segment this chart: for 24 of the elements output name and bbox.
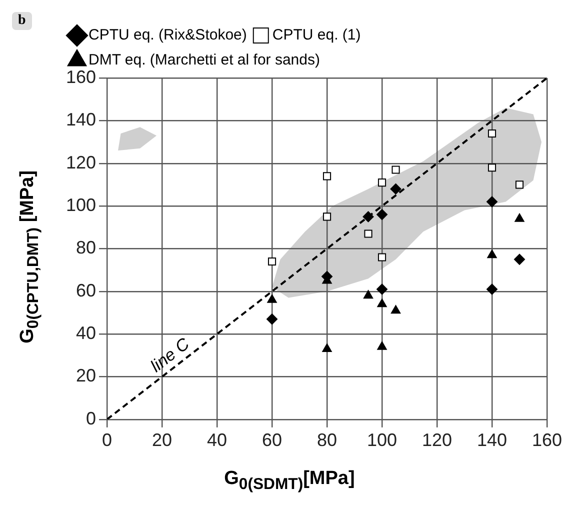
x-tick-label: 80	[317, 430, 338, 450]
y-tick-label: 60	[76, 280, 96, 300]
legend-label: DMT eq. (Marchetti et al for sands)	[88, 52, 320, 69]
y-tick-label: 20	[76, 366, 96, 386]
text: line C	[146, 334, 194, 376]
y-tick-label: 140	[66, 110, 96, 130]
legend-label: CPTU eq. (Rix&Stokoe)	[88, 26, 247, 44]
y-tick-label: 0	[86, 408, 96, 428]
y-tick-label: 80	[76, 238, 96, 258]
x-tick-label: 20	[152, 430, 172, 450]
legend-label: CPTU eq. (1)	[272, 26, 361, 44]
x-tick-label: 60	[262, 430, 282, 450]
chart-title: b	[12, 12, 32, 30]
x-axis-title: G$_{0(SDMT)}$[MPa]	[223, 467, 356, 495]
x-tick-label: 120	[422, 430, 452, 450]
x-tick-label: 0	[102, 430, 112, 450]
y-tick-label: 160	[66, 66, 96, 87]
y-tick-label: 40	[76, 323, 96, 344]
y-tick-label: 100	[66, 194, 96, 215]
x-tick-label: 40	[207, 430, 228, 450]
x-tick-label: 160	[532, 430, 562, 450]
y-tick-label: 120	[66, 152, 96, 172]
x-tick-label: 100	[366, 430, 398, 450]
x-tick-label: 140	[476, 430, 508, 450]
